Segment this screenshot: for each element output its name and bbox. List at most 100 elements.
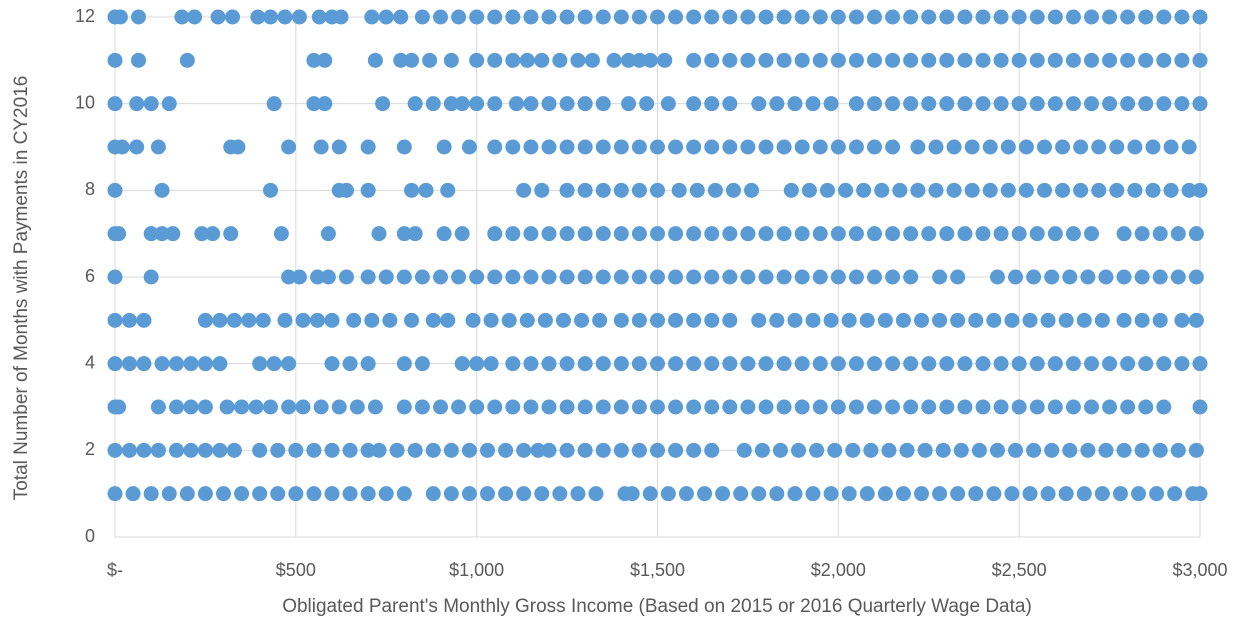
point: [295, 399, 311, 415]
point: [349, 399, 365, 415]
point: [212, 356, 228, 372]
point: [1004, 312, 1020, 328]
point: [559, 399, 575, 415]
point: [1029, 52, 1045, 68]
point: [1192, 182, 1208, 198]
point: [668, 139, 684, 155]
point: [534, 182, 550, 198]
point: [975, 399, 991, 415]
point: [776, 399, 792, 415]
point: [841, 486, 857, 502]
x-tick-label: $500: [276, 560, 316, 580]
point: [541, 356, 557, 372]
point: [877, 312, 893, 328]
point: [266, 96, 282, 112]
point: [523, 9, 539, 25]
point: [1102, 9, 1118, 25]
point: [895, 312, 911, 328]
point: [1008, 442, 1024, 458]
point: [613, 312, 629, 328]
point: [367, 399, 383, 415]
point: [1022, 486, 1038, 502]
point: [903, 226, 919, 242]
point: [404, 52, 420, 68]
point: [1011, 356, 1027, 372]
point: [469, 96, 485, 112]
point: [1152, 312, 1168, 328]
point: [541, 442, 557, 458]
point: [131, 9, 147, 25]
point: [317, 96, 333, 112]
point: [650, 442, 665, 458]
point: [331, 399, 347, 415]
point: [311, 9, 327, 25]
point: [975, 9, 991, 25]
point: [686, 139, 702, 155]
point: [324, 312, 340, 328]
point: [425, 96, 441, 112]
point: [971, 442, 987, 458]
point: [1192, 9, 1208, 25]
point: [885, 399, 901, 415]
point: [1149, 486, 1165, 502]
point: [1011, 9, 1027, 25]
point: [707, 182, 723, 198]
point: [1156, 52, 1172, 68]
point: [993, 9, 1009, 25]
point: [1055, 139, 1071, 155]
point: [740, 9, 756, 25]
point: [154, 226, 170, 242]
point: [1098, 269, 1114, 285]
point: [957, 356, 973, 372]
point: [498, 442, 514, 458]
point: [469, 399, 485, 415]
point: [1181, 139, 1197, 155]
point: [621, 52, 637, 68]
point: [722, 9, 738, 25]
point: [660, 96, 676, 112]
point: [1120, 52, 1136, 68]
point: [1094, 486, 1110, 502]
point: [519, 312, 535, 328]
point: [595, 96, 611, 112]
point: [1116, 442, 1132, 458]
point: [950, 312, 966, 328]
point: [469, 356, 485, 372]
point: [794, 399, 810, 415]
point: [668, 9, 684, 25]
point: [1026, 269, 1042, 285]
point: [1084, 9, 1099, 25]
point: [1138, 399, 1154, 415]
point: [443, 96, 459, 112]
point: [968, 312, 984, 328]
point: [461, 442, 477, 458]
point: [1029, 96, 1045, 112]
point: [932, 312, 948, 328]
point: [1040, 312, 1056, 328]
point: [537, 312, 553, 328]
point: [686, 399, 702, 415]
point: [1192, 486, 1208, 502]
point: [921, 226, 937, 242]
point: [722, 399, 738, 415]
point: [273, 226, 289, 242]
point: [1073, 182, 1089, 198]
point: [219, 399, 235, 415]
point: [1138, 356, 1154, 372]
point: [107, 182, 123, 198]
point: [769, 96, 785, 112]
point: [136, 356, 152, 372]
point: [769, 312, 785, 328]
point: [487, 399, 503, 415]
point: [1065, 226, 1081, 242]
point: [1000, 182, 1016, 198]
point: [754, 442, 770, 458]
point: [841, 312, 857, 328]
point: [856, 182, 872, 198]
point: [722, 52, 738, 68]
point: [1163, 182, 1179, 198]
point: [584, 52, 600, 68]
point: [740, 269, 756, 285]
point: [838, 182, 854, 198]
point: [324, 442, 340, 458]
